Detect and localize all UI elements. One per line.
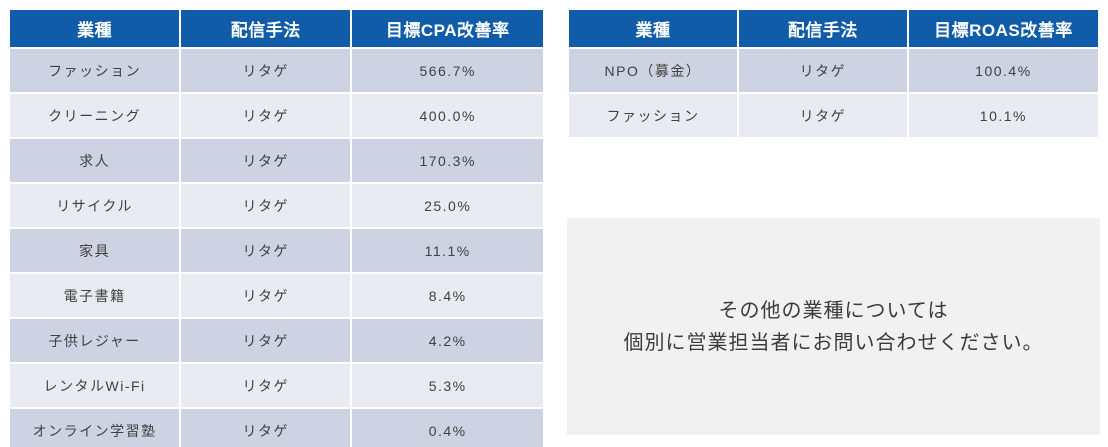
table-cell: リタゲ — [736, 47, 909, 94]
column-header: 業種 — [7, 8, 182, 49]
table-cell: リタゲ — [179, 182, 353, 229]
table-cell: 4.2% — [350, 317, 545, 364]
other-industries-note-box: その他の業種については 個別に営業担当者にお問い合わせください。 — [567, 218, 1100, 435]
cpa-table-header: 業種 配信手法 目標CPA改善率 — [7, 8, 545, 49]
table-cell: 子供レジャー — [7, 317, 182, 364]
cpa-improvement-table: 業種 配信手法 目標CPA改善率 ファッション リタゲ 566.7% クリーニング リタゲ 4… — [7, 8, 545, 447]
column-header: 業種 — [567, 8, 739, 49]
column-header: 配信手法 — [736, 8, 909, 49]
table-cell: NPO（募金） — [567, 47, 739, 94]
table-cell: 400.0% — [350, 92, 545, 139]
table-cell: 0.4% — [350, 407, 545, 447]
table-cell: リタゲ — [179, 47, 353, 94]
table-row: ファッション リタゲ 566.7% — [7, 47, 545, 94]
table-cell: リタゲ — [179, 272, 353, 319]
table-row: レンタルWi-Fi リタゲ 5.3% — [7, 362, 545, 409]
table-cell: レンタルWi-Fi — [7, 362, 182, 409]
column-header: 配信手法 — [179, 8, 353, 49]
table-row: 電子書籍 リタゲ 8.4% — [7, 272, 545, 319]
table-cell: 170.3% — [350, 137, 545, 184]
table-row: ファッション リタゲ 10.1% — [567, 92, 1101, 139]
table-row: 家具 リタゲ 11.1% — [7, 227, 545, 274]
table-cell: 電子書籍 — [7, 272, 182, 319]
table-row: 求人 リタゲ 170.3% — [7, 137, 545, 184]
table-row: 子供レジャー リタゲ 4.2% — [7, 317, 545, 364]
table-row: クリーニング リタゲ 400.0% — [7, 92, 545, 139]
cpa-table-body: ファッション リタゲ 566.7% クリーニング リタゲ 400.0% 求人 リタゲ 170.3… — [7, 47, 545, 447]
table-cell: 5.3% — [350, 362, 545, 409]
table-cell: 566.7% — [350, 47, 545, 94]
table-cell: クリーニング — [7, 92, 182, 139]
roas-improvement-table: 業種 配信手法 目標ROAS改善率 NPO（募金） リタゲ 100.4% ファッション リタ… — [567, 8, 1101, 139]
table-row: NPO（募金） リタゲ 100.4% — [567, 47, 1101, 94]
column-header: 目標ROAS改善率 — [906, 8, 1101, 49]
table-cell: 11.1% — [350, 227, 545, 274]
table-cell: 家具 — [7, 227, 182, 274]
table-cell: リタゲ — [179, 137, 353, 184]
table-cell: リタゲ — [179, 227, 353, 274]
other-industries-note-text: その他の業種については 個別に営業担当者にお問い合わせください。 — [624, 295, 1044, 359]
table-cell: リタゲ — [179, 362, 353, 409]
column-header: 目標CPA改善率 — [350, 8, 545, 49]
table-row: オンライン学習塾 リタゲ 0.4% — [7, 407, 545, 447]
table-cell: 10.1% — [906, 92, 1101, 139]
table-cell: 求人 — [7, 137, 182, 184]
table-cell: 100.4% — [906, 47, 1101, 94]
table-row: リサイクル リタゲ 25.0% — [7, 182, 545, 229]
table-cell: リタゲ — [736, 92, 909, 139]
note-line-2: 個別に営業担当者にお問い合わせください。 — [623, 331, 1044, 354]
table-cell: リサイクル — [7, 182, 182, 229]
table-cell: リタゲ — [179, 92, 353, 139]
table-cell: 25.0% — [350, 182, 545, 229]
table-cell: リタゲ — [179, 407, 353, 447]
table-cell: 8.4% — [350, 272, 545, 319]
table-cell: ファッション — [7, 47, 182, 94]
note-line-1: その他の業種については — [718, 299, 949, 322]
header-row: 業種 配信手法 目標ROAS改善率 — [567, 8, 1101, 49]
roas-table-header: 業種 配信手法 目標ROAS改善率 — [567, 8, 1101, 49]
table-cell: オンライン学習塾 — [7, 407, 182, 447]
roas-table-body: NPO（募金） リタゲ 100.4% ファッション リタゲ 10.1% — [567, 47, 1101, 139]
header-row: 業種 配信手法 目標CPA改善率 — [7, 8, 545, 49]
table-cell: ファッション — [567, 92, 739, 139]
table-cell: リタゲ — [179, 317, 353, 364]
